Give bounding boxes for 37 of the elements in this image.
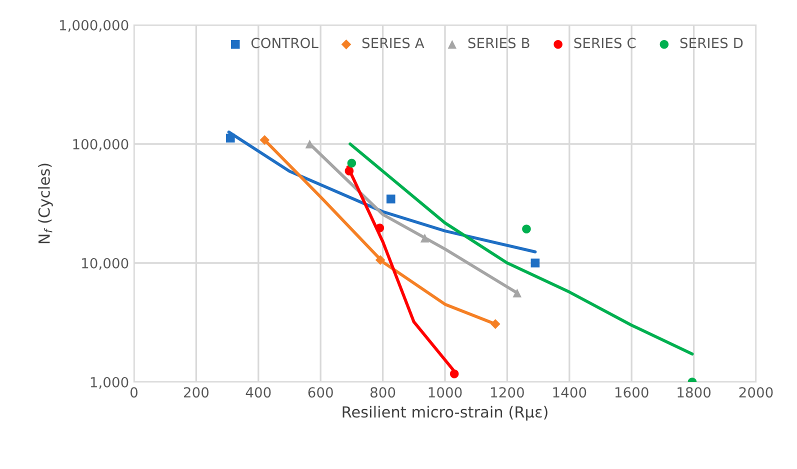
point — [386, 194, 396, 204]
y-tick-label: 10,000 — [82, 258, 128, 270]
x-tick-label: 1800 — [678, 387, 711, 398]
x-tick-label: 200 — [184, 387, 209, 398]
point — [344, 166, 354, 176]
x-tick-label: 2000 — [739, 387, 773, 398]
legend-label: SERIES A — [362, 38, 424, 48]
point — [375, 255, 386, 265]
y-axis-title: N$_{f}$ (Cycles) — [38, 164, 53, 244]
point — [347, 158, 356, 168]
x-tick-label: 1200 — [491, 387, 524, 398]
point — [530, 258, 540, 268]
point — [512, 288, 522, 298]
y-tick-label: 1,000,000 — [60, 20, 128, 32]
point — [450, 369, 459, 378]
x-tick-label: 1400 — [553, 387, 586, 398]
legend-label: CONTROL — [251, 38, 318, 48]
x-axis-title: Resilient micro-strain (Rμε) — [342, 406, 548, 421]
y-tick-label: 100,000 — [73, 138, 128, 151]
x-tick-label: 600 — [308, 387, 333, 398]
legend-label: SERIES D — [680, 38, 743, 48]
point — [490, 319, 500, 329]
point — [522, 224, 531, 234]
x-tick-label: 800 — [370, 387, 396, 398]
x-tick-label: 400 — [246, 387, 271, 398]
legend-label: SERIES C — [574, 38, 636, 48]
line-series — [348, 142, 694, 356]
legend-label: SERIES B — [468, 38, 530, 48]
point — [420, 234, 430, 242]
point — [375, 224, 384, 232]
point — [260, 135, 270, 145]
y-tick-label: 1,000 — [90, 376, 128, 389]
x-tick-label: 1000 — [428, 387, 462, 398]
line-series — [227, 130, 537, 254]
point — [226, 134, 235, 143]
x-tick-label: 1600 — [615, 387, 648, 398]
x-tick-label: 0 — [130, 387, 138, 398]
